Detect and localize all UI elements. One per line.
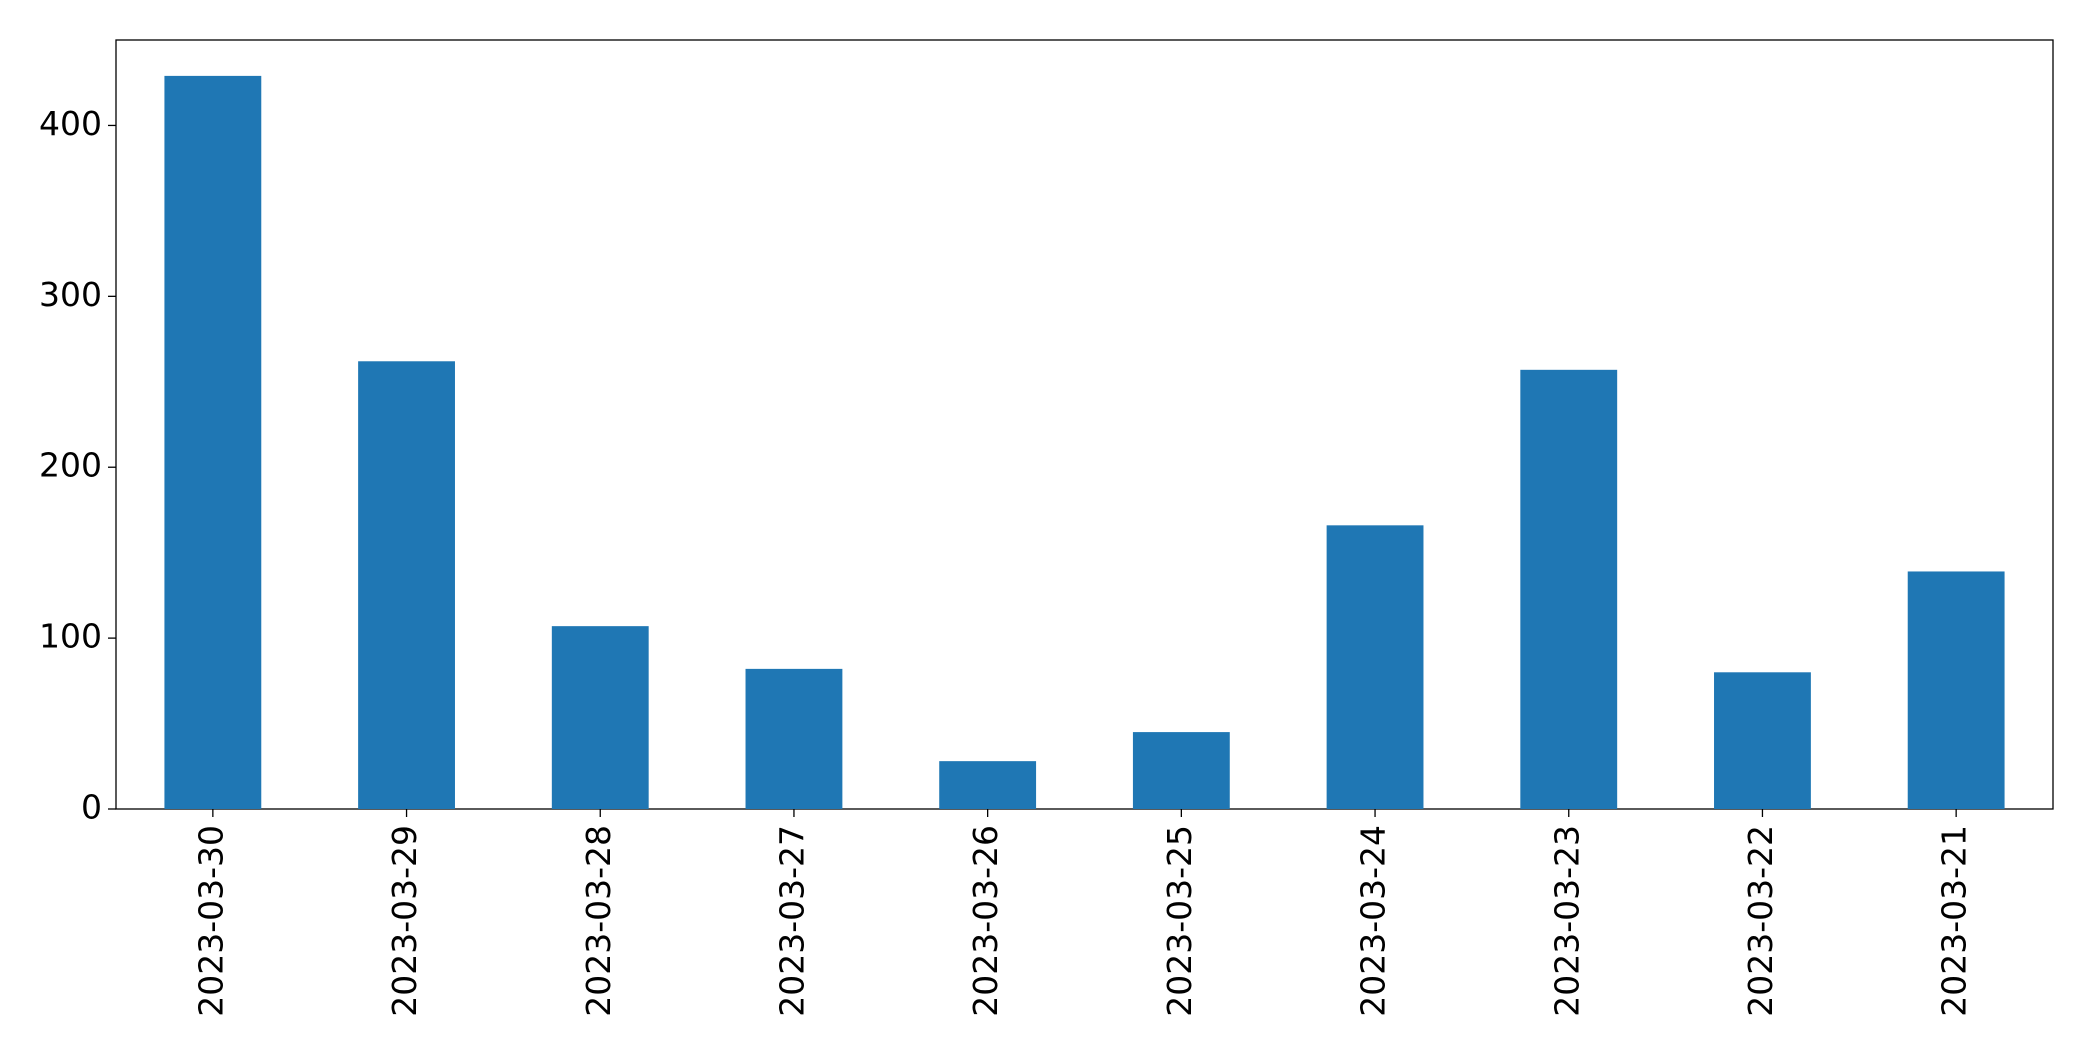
x-tick-label: 2023-03-29 [385,825,424,1017]
plot-frame [115,39,2054,810]
bar [358,361,455,809]
bar [745,668,843,809]
y-tick-label: 100 [39,617,102,656]
y-tick-label: 300 [39,275,102,314]
bar [1907,571,2005,809]
x-tick-label: 2023-03-28 [579,825,618,1017]
x-tick-label: 2023-03-24 [1354,825,1393,1017]
x-tick-label: 2023-03-21 [1935,825,1974,1017]
x-tick-label: 2023-03-25 [1160,825,1199,1017]
bar [1714,672,1811,809]
x-tick-label: 2023-03-27 [772,825,811,1017]
bar [1326,525,1424,809]
y-tick-label: 0 [81,788,102,827]
x-tick-label: 2023-03-30 [191,825,230,1017]
bar [164,75,262,810]
x-tick-label: 2023-03-22 [1741,825,1780,1017]
bar [551,626,649,809]
bar [1132,732,1230,809]
bar [939,761,1037,809]
y-tick-label: 200 [39,446,102,485]
x-tick-label: 2023-03-26 [966,825,1005,1017]
x-tick-label: 2023-03-23 [1547,825,1586,1017]
y-tick-label: 400 [39,104,102,143]
bar [1520,369,1618,809]
